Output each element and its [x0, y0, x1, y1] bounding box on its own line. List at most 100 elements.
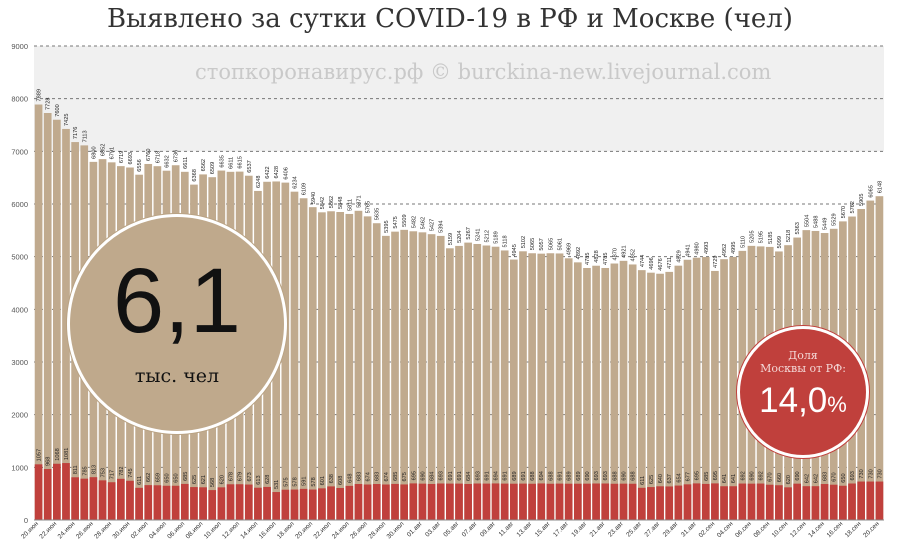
rf-bar [647, 272, 655, 520]
rf-data-label: 4785 [585, 253, 591, 265]
x-tick-label: 10.сен [771, 520, 790, 539]
x-tick-label: 10.июл [203, 520, 223, 540]
moscow-share-value-wrap: 14,0% [740, 381, 866, 421]
rf-data-label: 4892 [576, 247, 582, 259]
moscow-bar [802, 486, 811, 520]
rf-bar [510, 259, 518, 520]
moscow-bar [747, 483, 756, 520]
moscow-bar [473, 483, 482, 520]
moscow-bar [208, 490, 217, 520]
moscow-bar [519, 483, 527, 520]
rf-data-label: 4941 [685, 244, 691, 256]
moscow-bar [436, 483, 445, 520]
rf-data-label: 6248 [256, 175, 262, 187]
rf-bar [345, 213, 354, 521]
x-tick-label: 19.авг [570, 520, 588, 538]
rf-bar [455, 245, 463, 520]
rf-data-label: 5475 [393, 216, 399, 228]
rf-bar [601, 267, 610, 520]
x-tick-label: 28.июл [367, 520, 387, 540]
moscow-bar [263, 486, 271, 520]
moscow-data-label: 717 [110, 470, 116, 479]
moscow-data-label: 691 [503, 471, 509, 480]
moscow-share-label-line1: Доля [788, 349, 818, 362]
moscow-bar [34, 464, 43, 520]
moscow-bar [765, 484, 774, 520]
rf-data-label: 5159 [448, 233, 454, 245]
moscow-data-label: 1057 [37, 449, 43, 461]
moscow-data-label: 677 [685, 472, 691, 481]
moscow-data-label: 689 [567, 471, 573, 480]
moscow-data-label: 638 [329, 474, 335, 483]
moscow-data-label: 693 [603, 471, 609, 480]
moscow-data-label: 613 [256, 475, 262, 484]
moscow-data-label: 691 [521, 471, 527, 480]
moscow-data-label: 730 [877, 469, 883, 478]
rf-bar [711, 270, 719, 520]
moscow-data-label: 684 [430, 472, 436, 481]
moscow-bar [610, 483, 619, 520]
moscow-bar [701, 483, 710, 520]
moscow-data-label: 625 [192, 475, 198, 484]
rf-data-label: 5482 [411, 216, 417, 228]
y-tick-label: 0 [24, 516, 28, 525]
rf-data-label: 6760 [146, 149, 152, 161]
moscow-bar [354, 484, 363, 520]
rf-bar [409, 231, 418, 521]
rf-bar [281, 182, 290, 520]
rf-data-label: 7425 [64, 113, 70, 125]
rf-bar [290, 191, 299, 520]
rf-data-label: 4952 [722, 244, 728, 256]
moscow-data-label: 675 [402, 472, 408, 481]
rf-total-callout: 6,1 тыс. чел [67, 214, 287, 434]
rf-data-label: 5848 [338, 197, 344, 209]
moscow-bar [400, 484, 408, 520]
x-tick-label: 06.июл [166, 520, 186, 540]
moscow-bar [53, 463, 61, 520]
moscow-bar [647, 487, 655, 520]
moscow-data-label: 637 [667, 474, 673, 483]
rf-bar [62, 128, 70, 520]
moscow-data-label: 591 [302, 477, 308, 486]
moscow-data-label: 683 [356, 472, 362, 481]
moscow-bar [190, 487, 198, 520]
moscow-data-label: 625 [649, 475, 655, 484]
moscow-bar [601, 483, 610, 520]
x-tick-label: 29.авг [662, 520, 680, 538]
moscow-data-label: 691 [558, 471, 564, 480]
x-tick-label: 22.июн [38, 520, 58, 540]
rf-bar [500, 250, 509, 520]
rf-data-label: 5102 [521, 236, 527, 248]
moscow-bar [180, 483, 189, 520]
x-tick-label: 31.авг [680, 520, 698, 538]
moscow-bar [254, 487, 262, 520]
rf-data-label: 5363 [795, 222, 801, 234]
moscow-bar [43, 469, 52, 520]
moscow-bar [738, 483, 747, 520]
rf-data-label: 6791 [110, 147, 116, 159]
moscow-data-label: 693 [439, 471, 445, 480]
rf-data-label: 5488 [813, 216, 819, 228]
rf-bar [674, 265, 683, 520]
rf-data-label: 5195 [759, 231, 765, 243]
moscow-data-label: 694 [539, 471, 545, 480]
rf-data-label: 4870 [612, 248, 618, 260]
rf-bar [729, 256, 738, 520]
moscow-bar [455, 483, 463, 520]
moscow-bar [162, 485, 171, 520]
rf-data-label: 5765 [366, 201, 372, 213]
rf-data-label: 5189 [494, 231, 500, 243]
rf-bar [391, 231, 399, 520]
x-tick-label: 01.авг [406, 520, 424, 538]
moscow-bar [89, 477, 98, 520]
rf-bar [299, 198, 308, 520]
rf-data-label: 4945 [512, 244, 518, 256]
rf-data-label: 7176 [73, 127, 79, 139]
moscow-share-label-line2: Москвы от РФ: [760, 362, 846, 375]
moscow-bar [327, 486, 335, 520]
rf-data-label: 4921 [622, 245, 628, 257]
rf-data-label: 6718 [155, 151, 161, 163]
x-tick-label: 06.сен [734, 520, 753, 539]
rf-bar [53, 119, 61, 520]
rf-data-label: 5267 [466, 227, 472, 239]
